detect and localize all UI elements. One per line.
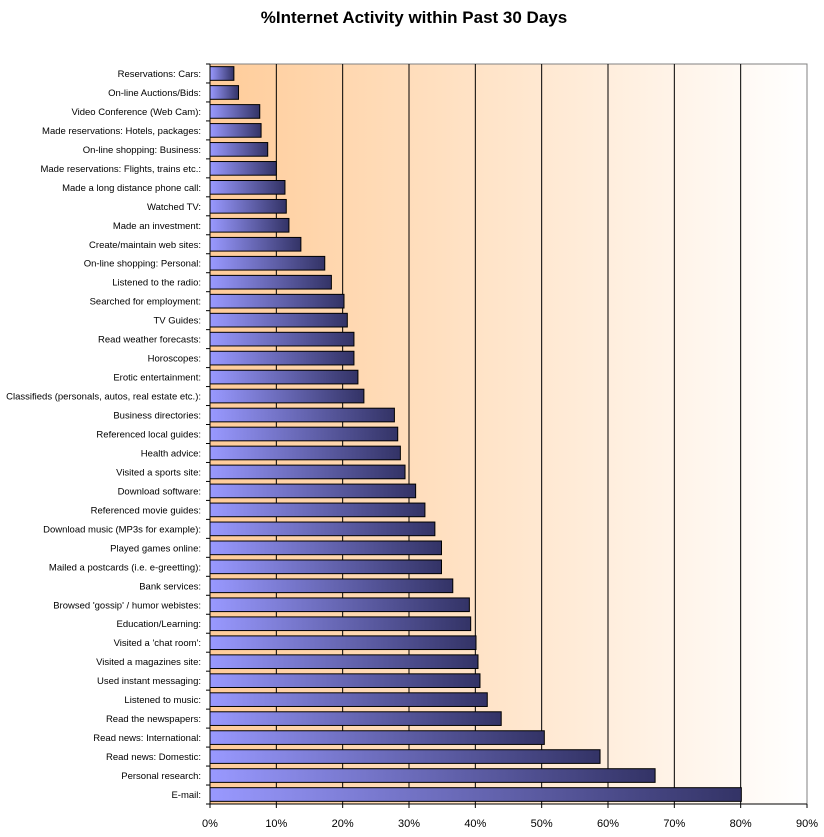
x-tick-label: 20% — [332, 818, 354, 830]
category-label: Referenced movie guides: — [91, 505, 201, 516]
bar — [209, 198, 287, 214]
bar — [209, 293, 345, 309]
bar — [209, 236, 302, 252]
category-label: Used instant messaging: — [97, 676, 201, 687]
bar — [209, 142, 269, 157]
category-labels: Reservations: Cars: On-line Auctions/Bids… — [6, 69, 201, 801]
chart-title: %Internet Activity within Past 30 Days — [260, 8, 568, 27]
x-tick-label: 30% — [398, 818, 420, 830]
category-label: Read news: Domestic: — [106, 752, 201, 763]
bars — [209, 66, 742, 802]
category-label: Read news: International: — [93, 733, 201, 744]
x-tick-label: 10% — [265, 818, 287, 830]
bar — [209, 180, 286, 195]
category-label: Listened to music: — [124, 695, 201, 706]
bar — [209, 426, 399, 442]
category-label: Download music (MP3s for example): — [43, 524, 201, 535]
bar — [209, 559, 443, 575]
category-label: Video Conference (Web Cam): — [71, 107, 201, 118]
x-tick-label: 40% — [464, 818, 486, 830]
x-tick-label: 70% — [663, 818, 685, 830]
bar — [209, 331, 355, 347]
bar — [209, 66, 235, 81]
category-label: Referenced local guides: — [96, 430, 201, 441]
category-label: On-line shopping: Business: — [83, 145, 201, 156]
category-label: Read the newspapers: — [106, 714, 201, 725]
bar — [209, 711, 502, 726]
bar — [209, 217, 290, 233]
bar — [209, 369, 359, 385]
category-label: Made an investment: — [113, 221, 201, 232]
category-label: Personal research: — [121, 771, 201, 782]
x-tick-label: 90% — [796, 818, 818, 830]
bar — [209, 388, 365, 404]
category-label: Health advice: — [141, 448, 201, 459]
category-label: On-line shopping: Personal: — [84, 259, 201, 270]
bar — [209, 768, 656, 783]
bar — [209, 749, 601, 764]
bar — [209, 123, 262, 138]
category-label: Made reservations: Flights, trains etc.: — [40, 164, 201, 175]
category-label: Erotic entertainment: — [113, 373, 201, 384]
x-tick-label: 0% — [202, 818, 218, 830]
axes — [206, 63, 808, 808]
category-label: Read weather forecasts: — [98, 335, 201, 346]
bar — [209, 407, 395, 423]
category-label: Bank services: — [139, 581, 201, 592]
category-label: Watched TV: — [147, 202, 201, 213]
bar — [209, 635, 477, 651]
bar — [209, 787, 742, 802]
bar — [209, 502, 426, 518]
bar — [209, 597, 470, 613]
bar — [209, 85, 240, 100]
category-label: Played games online: — [110, 543, 201, 554]
bar — [209, 540, 443, 556]
bar — [209, 255, 326, 271]
category-label: Business directories: — [113, 411, 201, 422]
category-label: Made reservations: Hotels, packages: — [42, 126, 201, 137]
x-tick-label: 50% — [531, 818, 553, 830]
bar — [209, 104, 261, 119]
category-label: Reservations: Cars: — [118, 69, 201, 80]
category-label: Listened to the radio: — [112, 278, 201, 289]
bar — [209, 464, 406, 480]
category-label: Searched for employment: — [90, 297, 201, 308]
bar — [209, 483, 417, 499]
category-label: TV Guides: — [153, 316, 201, 327]
category-label: Education/Learning: — [116, 619, 201, 630]
category-label: Create/maintain web sites: — [89, 240, 201, 251]
category-label: Classifieds (personals, autos, real esta… — [6, 392, 201, 403]
category-label: Visited a 'chat room': — [114, 638, 201, 649]
bar — [209, 692, 488, 707]
bar — [209, 616, 472, 632]
bar — [209, 654, 479, 670]
bar — [209, 445, 401, 461]
bar — [209, 730, 545, 745]
category-label: On-line Auctions/Bids: — [108, 88, 201, 99]
category-label: Mailed a postcards (i.e. e-greetting): — [49, 562, 201, 573]
bar — [209, 161, 277, 176]
x-tick-labels: 0% 10% 20% 30% 40% 50% 60% 70% 80% 90% — [202, 818, 818, 830]
category-label: Made a long distance phone call: — [62, 183, 201, 194]
bar — [209, 578, 454, 594]
bar — [209, 521, 436, 537]
category-label: Horoscopes: — [148, 354, 201, 365]
x-tick-label: 60% — [597, 818, 619, 830]
category-label: Download software: — [118, 486, 201, 497]
category-label: Browsed 'gossip' / humor webistes: — [53, 600, 201, 611]
bar — [209, 673, 481, 688]
category-label: Visited a magazines site: — [96, 657, 201, 668]
bar — [209, 274, 332, 290]
bar — [209, 350, 355, 366]
category-label: E-mail: — [171, 790, 201, 801]
category-label: Visited a sports site: — [116, 467, 201, 478]
bar — [209, 312, 348, 328]
x-tick-label: 80% — [730, 818, 752, 830]
